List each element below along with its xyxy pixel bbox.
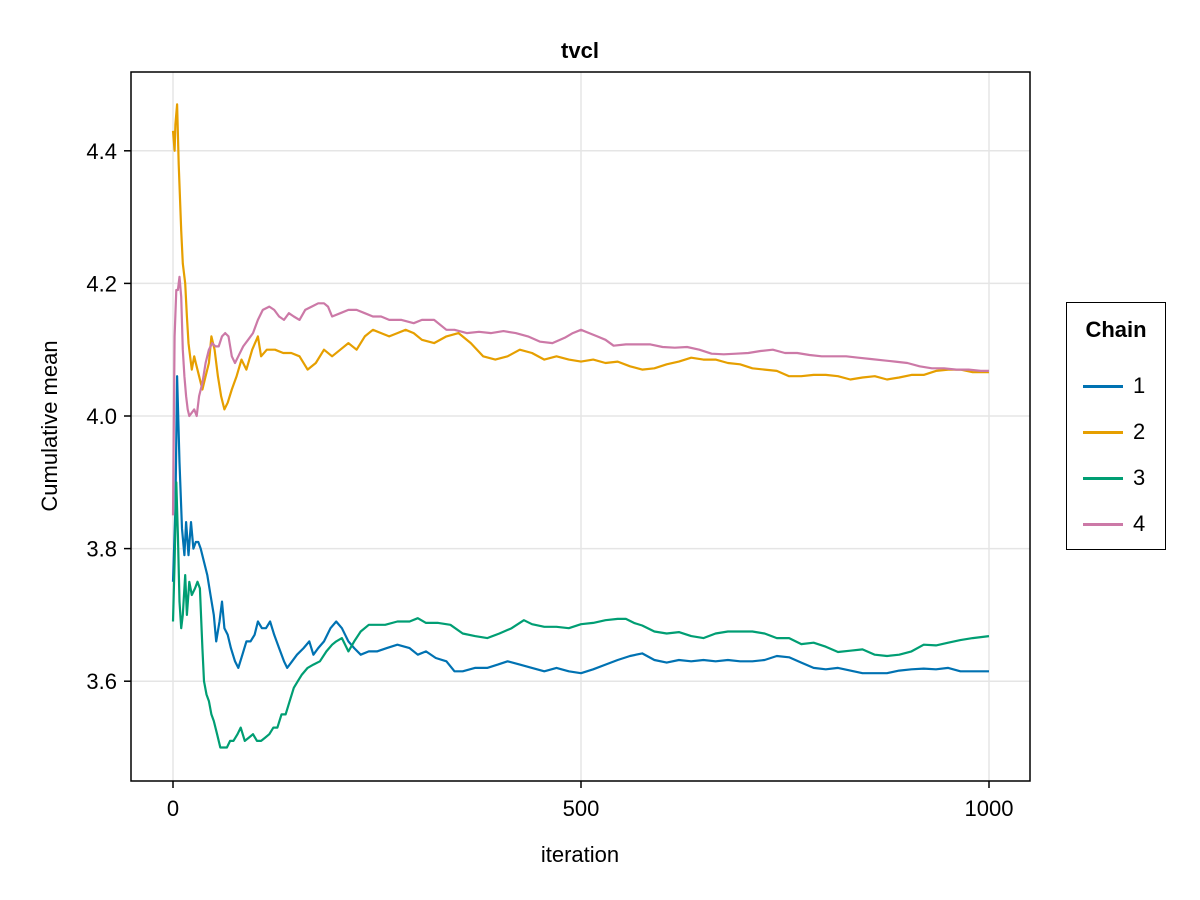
series-line-chain-3 xyxy=(171,481,990,749)
y-tick-label: 3.8 xyxy=(86,537,117,562)
series-line-chain-2 xyxy=(171,103,989,411)
y-tick-label: 3.6 xyxy=(86,669,117,694)
legend-label: 4 xyxy=(1133,511,1146,536)
legend-item-chain-3: 3 xyxy=(1083,463,1145,493)
y-axis-label: Cumulative mean xyxy=(37,340,62,511)
series-line-chain-4 xyxy=(171,275,989,516)
grid-lines xyxy=(131,72,1030,781)
y-tick-label: 4.4 xyxy=(86,139,117,164)
legend: Chain 1 2 3 4 xyxy=(1066,302,1166,550)
y-tick-label: 4.2 xyxy=(86,271,117,296)
legend-swatch-chain-3 xyxy=(1083,476,1123,480)
x-tick-label: 1000 xyxy=(965,796,1014,821)
y-tick-label: 4.0 xyxy=(86,404,117,429)
x-tick-label: 500 xyxy=(563,796,600,821)
legend-label: 3 xyxy=(1133,465,1146,490)
axis-ticks: 0 500 1000 3.6 3.8 4.0 4.2 4.4 xyxy=(86,139,1013,821)
series-lines xyxy=(171,103,990,749)
legend-item-chain-2: 2 xyxy=(1083,417,1145,447)
x-tick-label: 0 xyxy=(167,796,179,821)
legend-swatch-chain-1 xyxy=(1083,384,1123,388)
legend-swatch-chain-2 xyxy=(1083,430,1123,434)
chart-title: tvcl xyxy=(561,38,599,63)
series-line-chain-1 xyxy=(171,375,989,675)
legend-swatch-chain-4 xyxy=(1083,522,1123,526)
legend-label: 1 xyxy=(1133,373,1146,398)
legend-label: 2 xyxy=(1133,419,1146,444)
legend-item-chain-1: 1 xyxy=(1083,371,1145,401)
legend-item-chain-4: 4 xyxy=(1083,509,1145,539)
x-axis-label: iteration xyxy=(541,842,619,867)
legend-title: Chain xyxy=(1085,317,1147,342)
